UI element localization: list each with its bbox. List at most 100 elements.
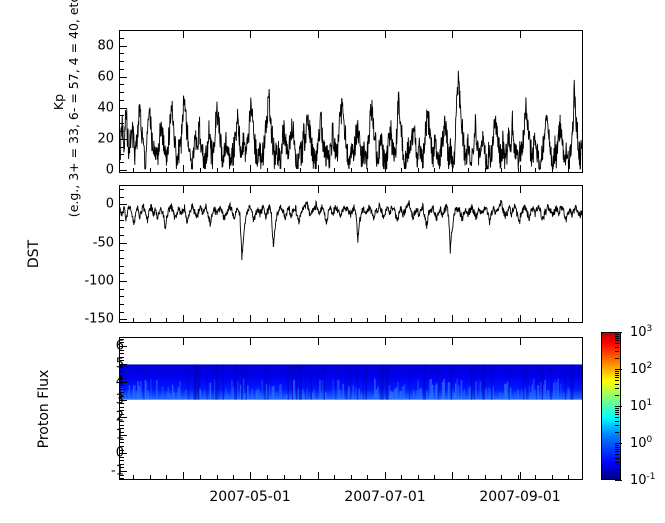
y-tick-label: 40 — [97, 100, 114, 116]
tick-mark — [452, 338, 453, 345]
tick-mark — [300, 475, 302, 479]
flux-column — [322, 380, 324, 400]
colorbar-minor-tick — [615, 420, 619, 422]
flux-column — [131, 389, 134, 400]
flux-column — [543, 384, 545, 400]
colorbar-tick-label: 102 — [630, 360, 653, 378]
flux-column — [424, 364, 427, 400]
flux-column — [128, 385, 131, 400]
flux-column — [430, 379, 432, 400]
flux-column — [215, 364, 217, 400]
flux-column — [375, 389, 378, 400]
tick-mark — [120, 61, 124, 63]
flux-column — [140, 380, 142, 400]
tick-mark — [120, 360, 124, 362]
tick-mark — [166, 168, 168, 172]
tick-mark — [283, 475, 285, 479]
tick-mark — [283, 168, 285, 172]
tick-mark — [120, 345, 127, 347]
flux-column — [482, 364, 484, 400]
tick-mark — [318, 31, 319, 38]
y-tick-label: 0 — [105, 162, 114, 178]
colorbar-minor-tick — [615, 370, 619, 372]
flux-column — [436, 383, 438, 400]
flux-column — [349, 364, 352, 400]
kp-series-plot — [120, 31, 582, 172]
flux-column — [291, 364, 294, 400]
flux-column — [171, 384, 174, 400]
flux-column — [553, 382, 555, 400]
tick-mark — [120, 395, 124, 397]
flux-column — [245, 364, 248, 400]
tick-mark — [318, 186, 319, 193]
dst-axis-title: DST — [26, 239, 42, 269]
tick-mark — [501, 168, 503, 172]
colorbar-minor-tick — [615, 446, 619, 448]
flux-column — [195, 364, 197, 400]
flux-column — [394, 388, 396, 400]
flux-column — [397, 381, 399, 400]
tick-mark — [266, 168, 268, 172]
flux-column — [258, 389, 261, 400]
flux-column — [570, 364, 572, 400]
tick-mark — [333, 475, 335, 479]
y-tick-label: 1 — [115, 427, 124, 443]
flux-column — [506, 381, 509, 400]
flux-column — [571, 364, 574, 400]
tick-mark — [467, 475, 469, 479]
flux-column — [509, 387, 512, 400]
flux-column — [521, 389, 523, 400]
flux-column — [332, 379, 334, 400]
tick-mark — [120, 363, 127, 365]
flux-column — [449, 382, 451, 400]
flux-column — [379, 364, 382, 400]
tick-mark — [120, 37, 124, 39]
tick-mark — [149, 475, 151, 479]
y-tick-label: -100 — [84, 273, 114, 289]
tick-mark — [132, 318, 134, 322]
tick-mark — [120, 374, 124, 376]
tick-mark — [300, 318, 302, 322]
flux-column — [544, 380, 546, 400]
tick-mark — [120, 99, 124, 101]
y-tick-label: 6 — [115, 338, 124, 354]
flux-column — [525, 364, 528, 400]
tick-mark — [350, 475, 352, 479]
flux-column — [312, 392, 314, 400]
tick-mark — [120, 338, 124, 340]
flux-column — [346, 364, 349, 400]
flux-column — [407, 394, 409, 400]
flux-column — [398, 391, 401, 400]
colorbar-tick — [615, 406, 622, 407]
tick-mark — [250, 472, 251, 479]
tick-mark — [484, 475, 486, 479]
tick-mark — [120, 273, 124, 275]
tick-mark — [120, 388, 124, 390]
colorbar-minor-tick — [615, 357, 619, 359]
tick-mark — [120, 154, 124, 156]
flux-column — [177, 387, 180, 400]
series-path — [120, 71, 582, 169]
tick-mark — [534, 318, 536, 322]
flux-column — [428, 379, 431, 400]
tick-mark — [520, 472, 521, 479]
flux-column — [257, 387, 259, 400]
flux-column — [348, 386, 350, 400]
tick-mark — [120, 280, 127, 282]
flux-column — [514, 391, 516, 400]
tick-mark — [166, 318, 168, 322]
flux-column — [278, 384, 281, 400]
flux-column — [454, 383, 457, 400]
tick-mark — [120, 84, 124, 86]
tick-mark — [551, 475, 553, 479]
colorbar-minor-tick — [615, 417, 619, 419]
flux-column — [470, 364, 473, 400]
flux-column — [169, 393, 171, 400]
colorbar-minor-tick — [615, 380, 619, 382]
flux-column — [147, 390, 149, 400]
tick-mark — [250, 165, 251, 172]
kp-panel — [119, 30, 583, 173]
tick-mark — [518, 318, 519, 322]
flux-column — [467, 387, 470, 400]
